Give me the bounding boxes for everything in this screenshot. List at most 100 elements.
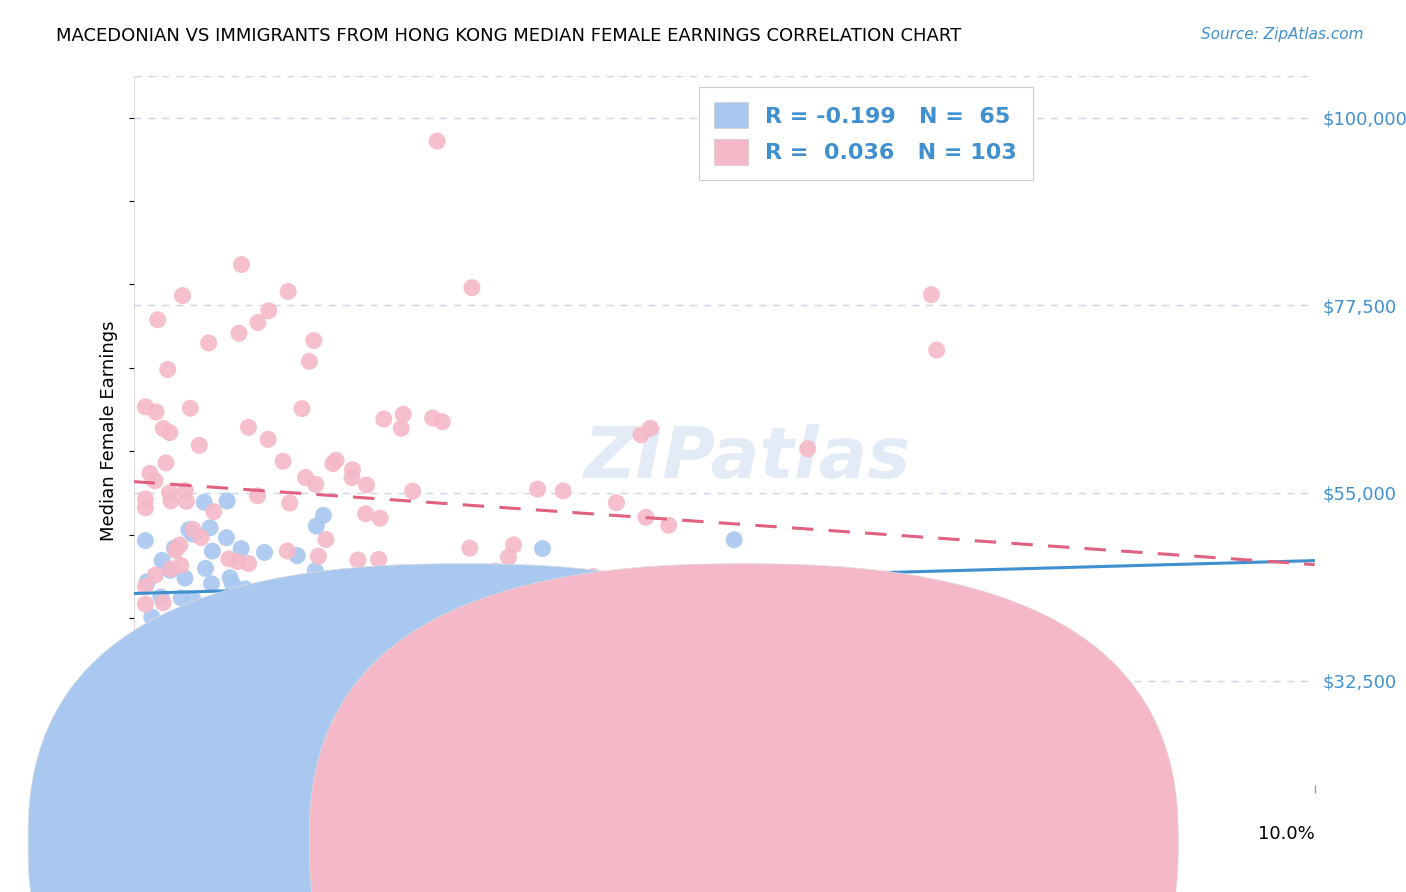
Point — [201, 599, 224, 614]
Point — [172, 288, 194, 302]
Legend: R = -0.199   N =  65, R =  0.036   N = 103: R = -0.199 N = 65, R = 0.036 N = 103 — [699, 87, 1033, 180]
Point — [583, 601, 606, 615]
Point — [201, 544, 224, 558]
Point — [169, 538, 191, 552]
Point — [162, 654, 184, 668]
Point — [257, 303, 280, 318]
Point — [152, 421, 174, 435]
Point — [368, 511, 391, 525]
Point — [682, 580, 704, 594]
Point — [247, 616, 270, 631]
Point — [312, 508, 335, 523]
Point — [226, 589, 249, 603]
Point — [373, 412, 395, 426]
Point — [495, 575, 517, 590]
Point — [461, 281, 484, 295]
Point — [315, 533, 337, 547]
Text: 10.0%: 10.0% — [1258, 825, 1315, 843]
Point — [582, 569, 605, 583]
Point — [139, 467, 162, 481]
Point — [925, 627, 948, 641]
Point — [200, 576, 222, 591]
Point — [134, 580, 156, 594]
Point — [392, 408, 415, 422]
Point — [280, 591, 302, 605]
Point — [152, 596, 174, 610]
Point — [159, 425, 181, 440]
Point — [159, 563, 181, 577]
Point — [271, 454, 294, 468]
Point — [160, 562, 183, 576]
Point — [262, 648, 284, 663]
Point — [145, 568, 167, 582]
Point — [291, 401, 314, 416]
Point — [356, 478, 378, 492]
Point — [276, 544, 298, 558]
Point — [134, 533, 156, 548]
Point — [304, 564, 326, 578]
Point — [340, 470, 363, 484]
Point — [170, 558, 193, 573]
Point — [253, 545, 276, 559]
Point — [224, 631, 246, 645]
Point — [302, 334, 325, 348]
Text: 0.0%: 0.0% — [134, 825, 179, 843]
Point — [226, 555, 249, 569]
Point — [181, 592, 204, 607]
Point — [136, 574, 159, 589]
Point — [634, 510, 657, 524]
Point — [188, 438, 211, 452]
Point — [231, 258, 253, 272]
Point — [150, 553, 173, 567]
Point — [658, 518, 681, 533]
Point — [174, 571, 197, 585]
Point — [263, 607, 285, 622]
Point — [308, 595, 330, 609]
Point — [172, 642, 194, 657]
Point — [305, 519, 328, 533]
Point — [925, 729, 948, 743]
Point — [408, 607, 430, 622]
Point — [218, 552, 240, 566]
Point — [246, 316, 269, 330]
Point — [174, 483, 197, 498]
Point — [228, 326, 250, 341]
Point — [294, 470, 316, 484]
Text: Immigrants from Hong Kong: Immigrants from Hong Kong — [770, 831, 1025, 849]
Text: ZIPatlas: ZIPatlas — [583, 425, 911, 493]
Point — [176, 494, 198, 508]
Point — [302, 622, 325, 636]
Point — [229, 541, 252, 556]
Point — [347, 553, 370, 567]
Point — [194, 561, 217, 575]
Point — [202, 614, 225, 628]
Point — [502, 538, 524, 552]
Point — [219, 571, 242, 585]
Point — [179, 401, 201, 416]
Point — [238, 557, 260, 571]
Point — [281, 643, 304, 657]
Point — [257, 584, 280, 599]
Point — [262, 594, 284, 608]
Point — [422, 411, 444, 425]
Point — [513, 593, 536, 607]
Point — [176, 616, 198, 631]
Point — [159, 485, 181, 500]
Point — [640, 421, 662, 435]
Point — [159, 613, 181, 627]
Point — [605, 496, 627, 510]
Point — [356, 606, 378, 620]
Point — [215, 531, 238, 545]
Point — [257, 433, 280, 447]
Text: MACEDONIAN VS IMMIGRANTS FROM HONG KONG MEDIAN FEMALE EARNINGS CORRELATION CHART: MACEDONIAN VS IMMIGRANTS FROM HONG KONG … — [56, 27, 962, 45]
Point — [389, 421, 412, 435]
Point — [277, 285, 299, 299]
Point — [177, 523, 200, 537]
Point — [134, 400, 156, 414]
Point — [165, 543, 187, 558]
Point — [484, 564, 506, 578]
Point — [146, 312, 169, 326]
Text: Source: ZipAtlas.com: Source: ZipAtlas.com — [1201, 27, 1364, 42]
Point — [284, 613, 307, 627]
Point — [458, 541, 481, 555]
